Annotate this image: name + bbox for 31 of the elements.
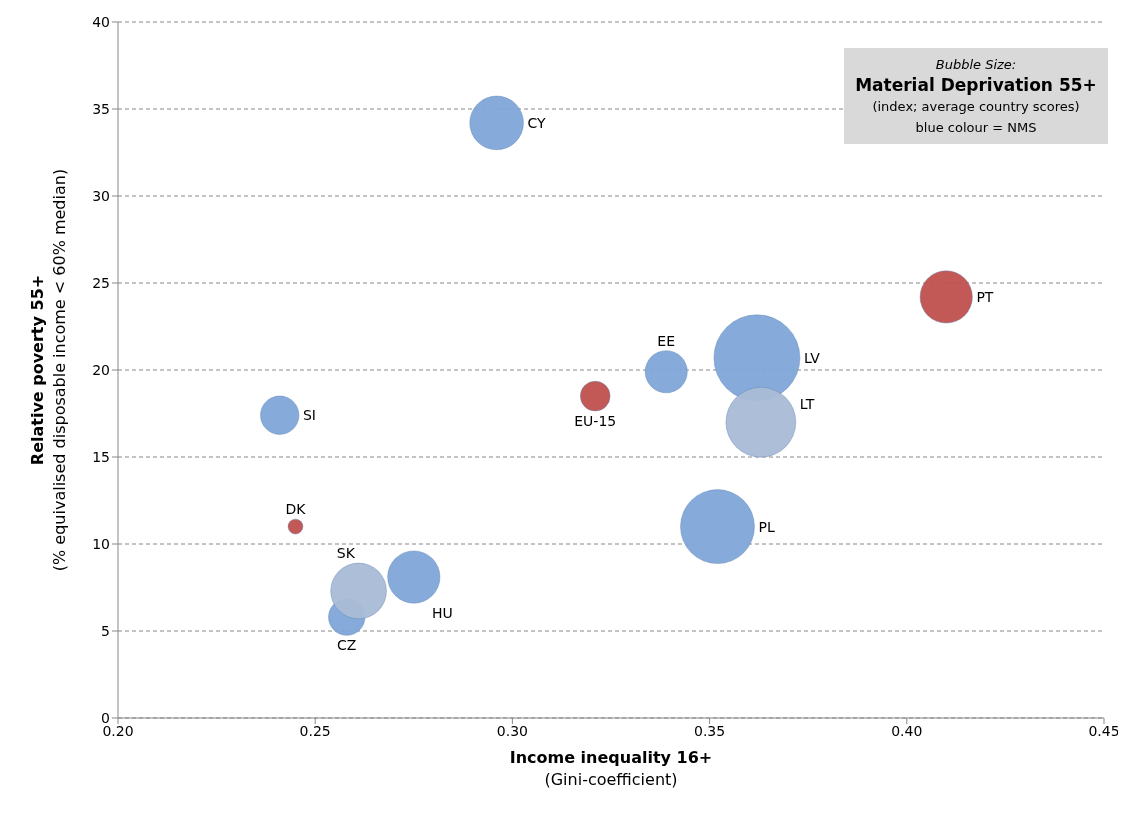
annotation: Material Deprivation 55+ [854,75,1098,96]
series-label: SK [336,545,356,562]
x-tick-label: 0.40 [891,722,923,739]
y-tick-label: 20 [92,361,110,378]
series-label: CZ [337,637,357,654]
series-label: DK [285,501,307,518]
series-label: HU [431,605,453,622]
series-label: PT [976,288,994,305]
y-tick-label: 10 [92,535,110,552]
y-tick-label: 5 [101,622,110,639]
series-label: SI [302,407,316,424]
annotation: (index; average country scores) [871,98,1081,116]
y-tick-label: 25 [92,274,110,291]
series-label: LV [803,349,821,366]
x-tick-label: 0.35 [694,722,726,739]
y-tick-label: 30 [92,187,110,204]
x-tick-label: 0.45 [1088,722,1120,739]
annotation: blue colour = NMS [914,119,1038,137]
y-axis-title: Relative poverty 55+ (% equivalised disposable income < 60% median) [28,168,69,572]
series-label: CY [527,114,547,131]
y-tick-label: 35 [92,100,110,117]
y-tick-label: 15 [92,448,110,465]
y-tick-label: 40 [92,13,110,30]
annotation: Bubble Size: [934,56,1018,74]
series-label: EE [657,332,676,349]
x-axis-title: Income inequality 16+ (Gini-coefficient) [509,748,713,789]
x-tick-label: 0.25 [299,722,331,739]
series-label: PL [758,518,775,535]
x-tick-label: 0.30 [496,722,528,739]
series-label: LT [799,396,815,413]
series-label: EU-15 [574,413,617,429]
